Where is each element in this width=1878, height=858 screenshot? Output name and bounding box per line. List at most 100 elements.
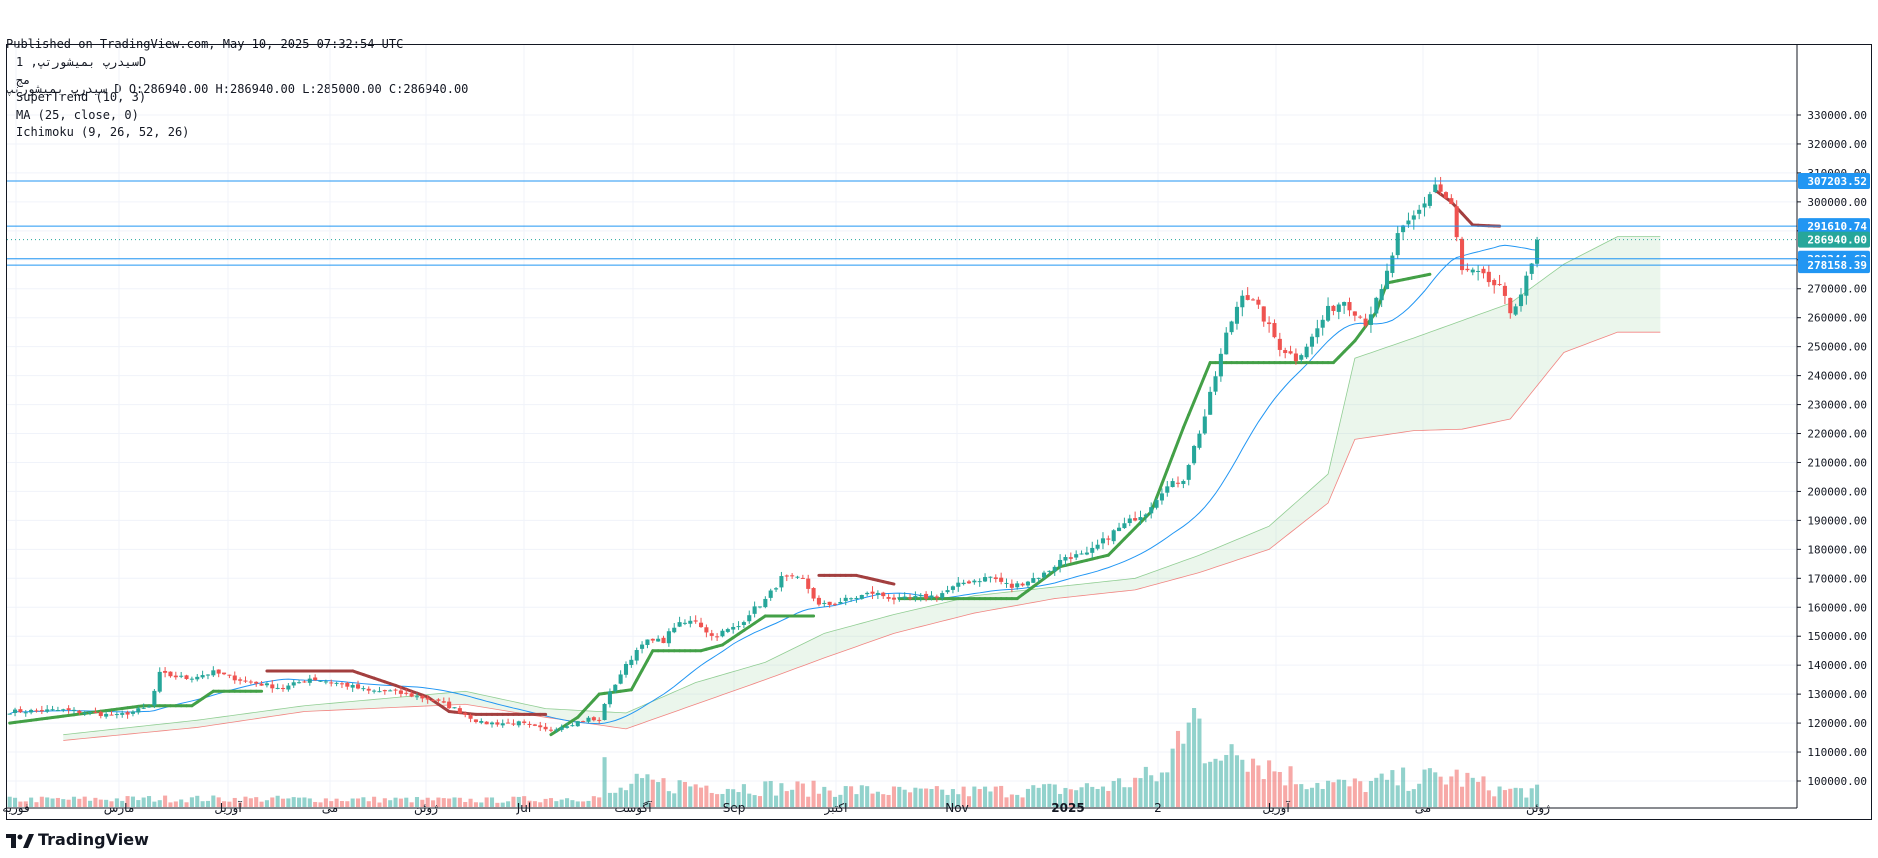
volume-bar — [698, 787, 704, 807]
candle-body — [1009, 583, 1014, 588]
volume-bar — [1529, 788, 1534, 807]
volume-bar — [114, 798, 119, 807]
volume-bar — [227, 801, 232, 807]
volume-bar — [1342, 779, 1347, 807]
candle-body — [1090, 547, 1095, 553]
ichimoku-span-a — [63, 236, 1661, 736]
candle-body — [495, 722, 500, 725]
volume-bar — [345, 801, 350, 807]
volume-bar — [1100, 786, 1106, 807]
volume-bar — [141, 797, 146, 807]
volume-bar — [1384, 779, 1390, 807]
price-level-label: 307203.52 — [1807, 175, 1867, 188]
volume-bar — [1127, 787, 1132, 807]
candle-body — [1117, 527, 1122, 532]
volume-bar — [120, 800, 125, 807]
volume-bar — [1025, 788, 1030, 807]
candle-body — [940, 593, 945, 599]
indicator-legend: سیدرپ بمیشورتپ, 1D مج SuperTrend (10, 3)… — [16, 54, 189, 142]
supertrend-segment — [1160, 468, 1169, 486]
volume-bar — [908, 792, 913, 807]
candle-body — [173, 675, 178, 678]
volume-bar — [130, 796, 135, 807]
volume-bar — [1004, 797, 1009, 807]
volume-bar — [656, 782, 661, 807]
candle-body — [1336, 304, 1341, 312]
volume-bar — [800, 783, 805, 807]
candle-body — [1315, 328, 1320, 338]
volume-bar — [548, 798, 554, 807]
candle-body — [1433, 184, 1438, 193]
candle-body — [468, 715, 473, 719]
price-axis-label: 170000.00 — [1807, 572, 1867, 585]
candle-body — [1100, 538, 1106, 544]
price-axis-label: 320000.00 — [1807, 138, 1867, 151]
volume-bar — [570, 800, 575, 807]
candle-body — [200, 675, 205, 678]
legend-supertrend[interactable]: SuperTrend (10, 3) — [16, 90, 147, 104]
candle-body — [725, 629, 730, 632]
volume-bar — [1213, 758, 1218, 807]
candle-body — [672, 627, 677, 633]
candle-body — [382, 690, 387, 692]
candle-body — [484, 721, 489, 725]
supertrend-segment — [1181, 413, 1191, 430]
volume-bar — [688, 786, 693, 807]
time-axis-label: می — [322, 801, 338, 815]
legend-ma[interactable]: MA (25, close, 0) — [16, 107, 139, 122]
volume-bar — [779, 783, 784, 807]
candle-body — [232, 675, 237, 681]
candle-body — [1036, 577, 1041, 579]
candle-body — [393, 689, 398, 691]
volume-bar — [736, 792, 741, 807]
volume-bar — [447, 798, 452, 807]
volume-bar — [473, 802, 478, 807]
price-axis-label: 180000.00 — [1807, 543, 1867, 556]
candle-body — [656, 638, 661, 642]
candle-body — [441, 701, 446, 703]
candle-body — [264, 683, 269, 686]
candle-body — [790, 575, 795, 577]
candle-body — [1267, 322, 1272, 325]
volume-bar — [591, 796, 596, 807]
candle-body — [1326, 305, 1331, 321]
volume-bar — [55, 797, 60, 807]
supertrend-segment — [1187, 400, 1196, 417]
candle-body — [1460, 238, 1465, 271]
volume-bar — [66, 799, 71, 807]
candle-body — [854, 597, 859, 599]
volume-bar — [993, 786, 998, 807]
volume-bar — [468, 798, 473, 807]
candle-body — [1245, 295, 1250, 300]
candle-body — [1417, 209, 1422, 214]
candle-body — [1058, 559, 1063, 567]
volume-bar — [999, 785, 1004, 807]
volume-bar — [806, 796, 811, 807]
volume-bar — [1331, 782, 1336, 807]
candle-body — [205, 674, 211, 676]
candle-body — [1529, 263, 1534, 274]
volume-bar — [146, 796, 152, 807]
legend-ichimoku[interactable]: Ichimoku (9, 26, 52, 26) — [16, 125, 190, 139]
candle-body — [1449, 198, 1454, 204]
candle-body — [120, 713, 125, 715]
candle-body — [141, 707, 146, 709]
legend-symbol: سیدرپ بمیشورتپ, 1D — [16, 55, 147, 69]
volume-bar — [404, 797, 409, 807]
volume-bar — [1358, 781, 1363, 807]
volume-bar — [897, 786, 902, 807]
volume-bar — [1218, 760, 1223, 807]
volume-bar — [672, 793, 677, 807]
chart-frame[interactable] — [6, 44, 1872, 820]
volume-bar — [222, 801, 227, 807]
candle-body — [774, 588, 779, 590]
candle-body — [339, 683, 344, 685]
candle-body — [516, 721, 521, 726]
volume-bar — [816, 793, 821, 807]
volume-bar — [436, 797, 441, 807]
volume-bar — [1406, 790, 1411, 807]
candle-body — [1470, 269, 1475, 273]
volume-bar — [1508, 788, 1513, 807]
tradingview-brand[interactable]: TradingView — [6, 830, 149, 849]
